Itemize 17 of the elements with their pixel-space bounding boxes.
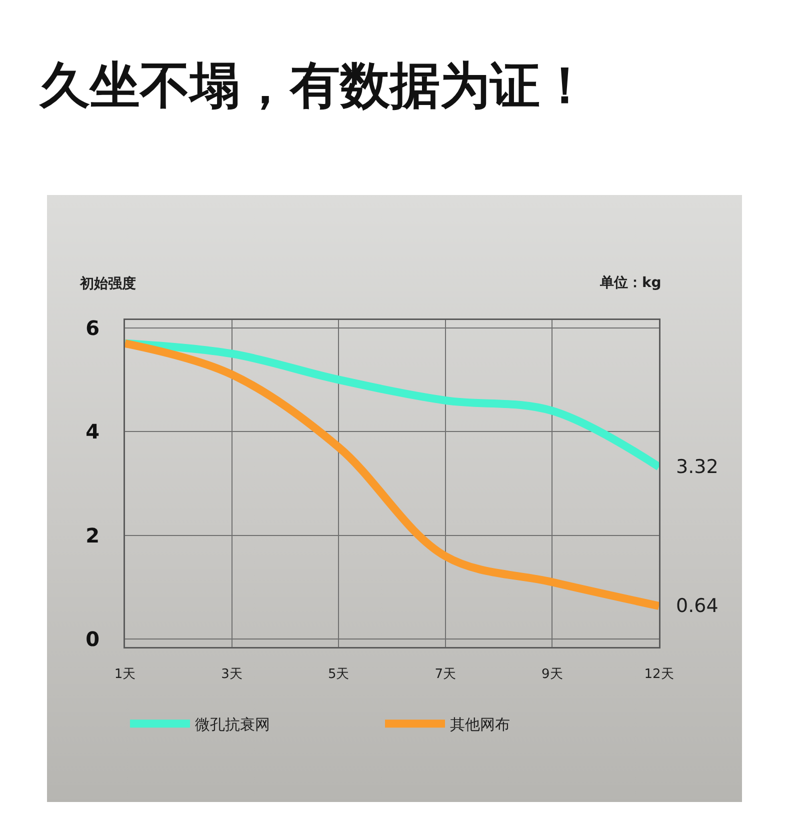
legend-label: 其他网布 (450, 715, 510, 734)
x-tick-label: 9天 (542, 667, 563, 682)
x-tick-label: 5天 (328, 667, 350, 682)
x-tick-label: 3天 (221, 667, 242, 682)
data-label: 3.32 (676, 456, 718, 478)
y-tick-label: 2 (86, 523, 100, 548)
chart-title: 久坐不塌，有数据为证！ (38, 56, 590, 114)
x-tick-label: 1天 (114, 667, 136, 682)
x-tick-label: 12天 (644, 667, 674, 682)
y-tick-label: 6 (86, 316, 100, 340)
y-tick-label: 0 (86, 627, 100, 652)
data-label: 0.64 (676, 595, 718, 617)
legend-label: 微孔抗衰网 (195, 715, 270, 734)
y-tick-label: 4 (86, 420, 100, 444)
text: 单位：kg (599, 275, 662, 291)
x-tick-label: 7天 (434, 667, 456, 682)
y-axis-title: 初始强度 (79, 275, 136, 292)
